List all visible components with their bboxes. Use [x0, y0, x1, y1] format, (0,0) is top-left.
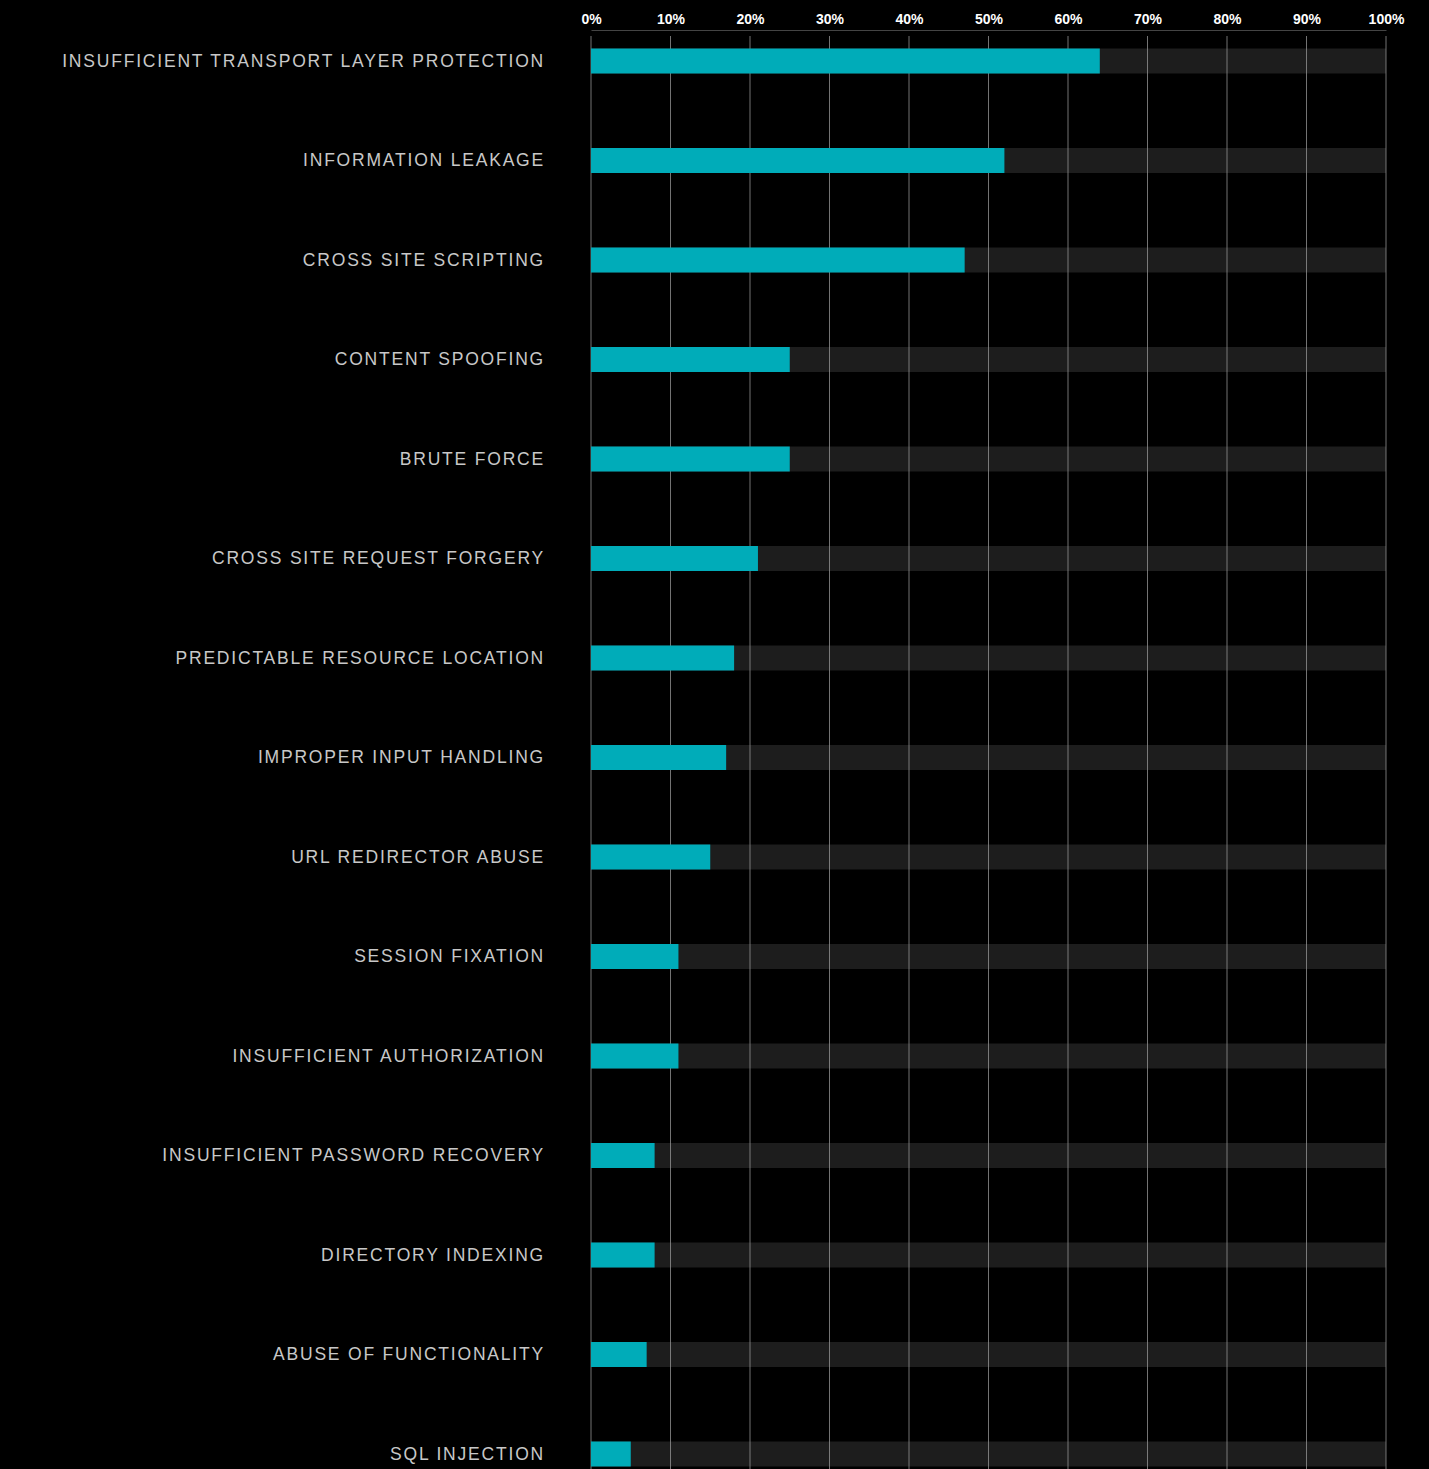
grid-line — [1227, 36, 1228, 1469]
x-tick-label: 50% — [975, 11, 1004, 27]
category-label: INFORMATION LEAKAGE — [303, 150, 545, 170]
bars — [591, 49, 1100, 1467]
bar-track — [591, 148, 1386, 173]
bar — [591, 546, 758, 571]
bar — [591, 1143, 655, 1168]
x-tick-label: 60% — [1054, 11, 1083, 27]
x-tick: 80% — [1213, 11, 1242, 30]
x-tick-label: 100% — [1369, 11, 1405, 27]
y-tick: INSUFFICIENT TRANSPORT LAYER PROTECTION — [62, 51, 591, 71]
category-label: INSUFFICIENT TRANSPORT LAYER PROTECTION — [62, 51, 545, 71]
y-tick: CROSS SITE SCRIPTING — [303, 250, 591, 270]
x-tick: 90% — [1293, 11, 1322, 30]
bar — [591, 1243, 655, 1268]
bar — [591, 944, 678, 969]
x-tick: 70% — [1134, 11, 1163, 30]
bar — [591, 148, 1004, 173]
category-label: URL REDIRECTOR ABUSE — [291, 847, 545, 867]
x-tick: 10% — [657, 11, 686, 30]
y-tick: BRUTE FORCE — [400, 449, 591, 469]
grid — [591, 36, 1386, 1469]
y-tick: CONTENT SPOOFING — [335, 349, 591, 369]
category-label: BRUTE FORCE — [400, 449, 545, 469]
y-tick: SQL INJECTION — [390, 1444, 591, 1464]
bar — [591, 347, 790, 372]
x-tick-label: 80% — [1213, 11, 1242, 27]
category-label: PREDICTABLE RESOURCE LOCATION — [175, 648, 545, 668]
y-tick: IMPROPER INPUT HANDLING — [258, 747, 591, 767]
grid-line — [1068, 36, 1069, 1469]
background — [0, 0, 1429, 1469]
category-label: IMPROPER INPUT HANDLING — [258, 747, 545, 767]
y-tick: INFORMATION LEAKAGE — [303, 150, 591, 170]
category-label: DIRECTORY INDEXING — [321, 1245, 545, 1265]
x-tick-label: 40% — [895, 11, 924, 27]
category-label: CROSS SITE SCRIPTING — [303, 250, 545, 270]
x-tick: 40% — [895, 11, 924, 30]
bar — [591, 646, 734, 671]
x-tick-label: 90% — [1293, 11, 1322, 27]
y-tick: INSUFFICIENT AUTHORIZATION — [232, 1046, 591, 1066]
x-tick: 20% — [736, 11, 765, 30]
x-tick: 100% — [1369, 11, 1405, 30]
bar — [591, 1044, 678, 1069]
y-axis: INSUFFICIENT TRANSPORT LAYER PROTECTION I… — [62, 51, 591, 1464]
y-tick: INSUFFICIENT PASSWORD RECOVERY — [162, 1145, 591, 1165]
x-tick-label: 70% — [1134, 11, 1163, 27]
bar — [591, 447, 790, 472]
x-tick-label: 0% — [581, 11, 602, 27]
category-label: CROSS SITE REQUEST FORGERY — [212, 548, 545, 568]
chart-container: 0% 10% 20% 30% 40% 50% 60% 70% 80% 90% 100% INSUFFI… — [0, 0, 1429, 1469]
grid-line — [1386, 36, 1387, 1469]
chart-svg: 0% 10% 20% 30% 40% 50% 60% 70% 80% 90% 100% INSUFFI… — [0, 0, 1429, 1469]
grid-line — [1147, 36, 1148, 1469]
bar-track — [591, 49, 1386, 74]
grid-line — [988, 36, 989, 1469]
bar — [591, 1342, 647, 1367]
x-tick: 60% — [1054, 11, 1083, 30]
x-tick: 0% — [581, 11, 602, 30]
bar — [591, 845, 710, 870]
category-label: SESSION FIXATION — [354, 946, 545, 966]
bar — [591, 49, 1100, 74]
y-tick: CROSS SITE REQUEST FORGERY — [212, 548, 591, 568]
y-tick: DIRECTORY INDEXING — [321, 1245, 591, 1265]
bar — [591, 1442, 631, 1467]
y-tick: PREDICTABLE RESOURCE LOCATION — [175, 648, 591, 668]
category-label: ABUSE OF FUNCTIONALITY — [273, 1344, 545, 1364]
x-tick-label: 10% — [657, 11, 686, 27]
y-tick: ABUSE OF FUNCTIONALITY — [273, 1344, 591, 1364]
x-axis-line — [592, 30, 1387, 31]
category-label: CONTENT SPOOFING — [335, 349, 545, 369]
y-tick: URL REDIRECTOR ABUSE — [291, 847, 591, 867]
grid-line — [1306, 36, 1307, 1469]
x-tick-label: 30% — [816, 11, 845, 27]
y-tick: SESSION FIXATION — [354, 946, 591, 966]
category-label: INSUFFICIENT AUTHORIZATION — [232, 1046, 545, 1066]
bar — [591, 745, 726, 770]
x-tick: 30% — [816, 11, 845, 30]
x-tick: 50% — [975, 11, 1004, 30]
x-axis: 0% 10% 20% 30% 40% 50% 60% 70% 80% 90% 100% — [581, 11, 1405, 31]
category-label: SQL INJECTION — [390, 1444, 545, 1464]
bar — [591, 248, 965, 273]
category-label: INSUFFICIENT PASSWORD RECOVERY — [162, 1145, 545, 1165]
x-tick-label: 20% — [736, 11, 765, 27]
